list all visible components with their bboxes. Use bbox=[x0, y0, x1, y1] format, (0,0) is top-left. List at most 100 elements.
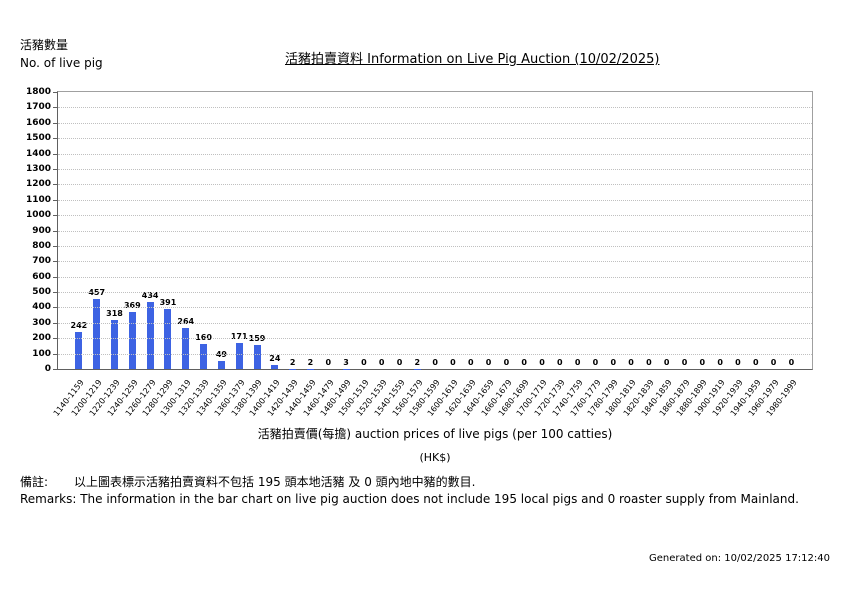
y-axis-tick bbox=[53, 338, 58, 340]
bar bbox=[111, 320, 119, 369]
generated-timestamp: Generated on: 10/02/2025 17:12:40 bbox=[649, 553, 830, 564]
bar-column: 0 bbox=[622, 92, 640, 369]
bar-column: 0 bbox=[587, 92, 605, 369]
y-axis-tick-label: 1600 bbox=[25, 117, 51, 128]
bar-column: 0 bbox=[693, 92, 711, 369]
y-axis-tick-label: 200 bbox=[32, 333, 51, 344]
y-axis-tick-label: 100 bbox=[32, 348, 51, 359]
bar-column: 0 bbox=[711, 92, 729, 369]
x-axis-unit: (HK$) bbox=[419, 451, 451, 464]
remark-zh: 備註: 以上圖表標示活豬拍賣資料不包括 195 頭本地活豬 及 0 頭內地中豬的數… bbox=[20, 474, 799, 491]
bar-value-label: 0 bbox=[646, 358, 652, 367]
bar-value-label: 318 bbox=[106, 309, 123, 319]
bar-value-label: 0 bbox=[539, 358, 545, 367]
y-axis-tick bbox=[53, 122, 58, 124]
bar-column: 0 bbox=[676, 92, 694, 369]
bar-column: 24 bbox=[266, 92, 284, 369]
gridline bbox=[58, 168, 812, 170]
bar-column: 0 bbox=[604, 92, 622, 369]
y-axis-tick-label: 1000 bbox=[25, 210, 51, 221]
y-axis-tick-labels: 0 100 200 300 400 500 600 700 800 900 1000 1100 1200… bbox=[7, 87, 51, 374]
bar-value-label: 0 bbox=[592, 358, 599, 367]
bar-value-label: 0 bbox=[663, 358, 670, 367]
bar-value-label: 3 bbox=[343, 357, 349, 367]
bar-value-label: 242 bbox=[70, 320, 88, 330]
y-axis-tick-label: 700 bbox=[32, 256, 51, 267]
gridline bbox=[58, 292, 812, 294]
bar-value-label: 0 bbox=[628, 358, 634, 367]
bar-value-label: 264 bbox=[177, 317, 195, 327]
gridline bbox=[58, 199, 812, 201]
y-axis-tick bbox=[53, 168, 58, 170]
bar-value-label: 391 bbox=[159, 297, 177, 307]
bar bbox=[217, 361, 225, 369]
gridline bbox=[58, 153, 812, 155]
y-axis-tick bbox=[53, 276, 58, 278]
gridline bbox=[58, 215, 812, 217]
bar-column: 171 bbox=[230, 92, 248, 369]
y-axis-tick bbox=[53, 199, 58, 201]
bar-column: 318 bbox=[106, 92, 124, 369]
bar-value-label: 0 bbox=[521, 358, 527, 367]
bar-column: 2 bbox=[284, 92, 302, 369]
bar-column: 0 bbox=[640, 92, 658, 369]
bar-value-label: 0 bbox=[450, 358, 456, 367]
x-axis-title: 活豬拍賣價(每擔) auction prices of live pigs (p… bbox=[257, 427, 613, 441]
bar-column: 0 bbox=[444, 92, 462, 369]
bar-value-label: 171 bbox=[230, 331, 248, 341]
bar bbox=[146, 302, 154, 369]
bar-value-label: 369 bbox=[123, 301, 141, 311]
bar-column: 0 bbox=[783, 92, 801, 369]
bar-value-label: 24 bbox=[269, 354, 281, 364]
y-axis-caption-en: No. of live pig bbox=[20, 56, 103, 70]
y-axis-tick-label: 1700 bbox=[25, 102, 51, 113]
y-axis-tick bbox=[53, 107, 58, 109]
bar-value-label: 0 bbox=[574, 358, 581, 367]
y-axis-tick-label: 1400 bbox=[25, 148, 51, 159]
bar-column: 0 bbox=[729, 92, 747, 369]
bar-column: 242 bbox=[70, 92, 88, 369]
bar-value-label: 434 bbox=[141, 291, 159, 301]
y-axis-tick-label: 900 bbox=[32, 225, 51, 236]
y-axis-tick bbox=[53, 138, 58, 140]
bar-value-label: 49 bbox=[215, 350, 227, 360]
y-axis-tick-label: 800 bbox=[32, 240, 51, 251]
bar-column: 160 bbox=[195, 92, 213, 369]
bar-value-label: 0 bbox=[735, 358, 741, 367]
gridline bbox=[58, 353, 812, 355]
gridline bbox=[58, 322, 812, 324]
gridline bbox=[58, 107, 812, 109]
bar-value-label: 0 bbox=[396, 358, 403, 367]
y-axis-tick-label: 600 bbox=[32, 271, 51, 282]
bar-column: 0 bbox=[480, 92, 498, 369]
bar-column: 0 bbox=[355, 92, 373, 369]
gridline bbox=[58, 261, 812, 263]
bar-column: 0 bbox=[765, 92, 783, 369]
bar-value-label: 2 bbox=[289, 357, 296, 367]
bar-value-label: 0 bbox=[699, 358, 706, 367]
remarks-block: 備註: 以上圖表標示活豬拍賣資料不包括 195 頭本地活豬 及 0 頭內地中豬的數… bbox=[20, 474, 799, 508]
y-axis-tick bbox=[53, 153, 58, 155]
bar-value-label: 0 bbox=[325, 358, 332, 367]
y-axis-tick-label: 1100 bbox=[25, 194, 51, 205]
bar-column: 0 bbox=[462, 92, 480, 369]
bar-value-label: 2 bbox=[307, 357, 314, 367]
bar-value-label: 159 bbox=[248, 333, 266, 343]
bar bbox=[271, 365, 279, 369]
y-axis-tick bbox=[53, 261, 58, 263]
y-axis-tick-label: 1200 bbox=[25, 179, 51, 190]
y-axis-tick-label: 300 bbox=[32, 317, 51, 328]
bar-column: 0 bbox=[658, 92, 676, 369]
remark-en: Remarks: The information in the bar char… bbox=[20, 492, 799, 506]
y-axis-tick bbox=[53, 307, 58, 309]
gridline bbox=[58, 276, 812, 278]
bar-value-label: 2 bbox=[414, 357, 421, 367]
bar-value-label: 0 bbox=[788, 358, 795, 367]
bar-column: 369 bbox=[123, 92, 141, 369]
gridline bbox=[58, 184, 812, 186]
y-axis-tick bbox=[53, 322, 58, 324]
y-axis-tick bbox=[53, 92, 58, 93]
chart-title: 活豬拍賣資料 Information on Live Pig Auction (… bbox=[285, 52, 660, 67]
bar-value-label: 0 bbox=[378, 358, 385, 367]
bar-value-label: 160 bbox=[195, 333, 212, 343]
